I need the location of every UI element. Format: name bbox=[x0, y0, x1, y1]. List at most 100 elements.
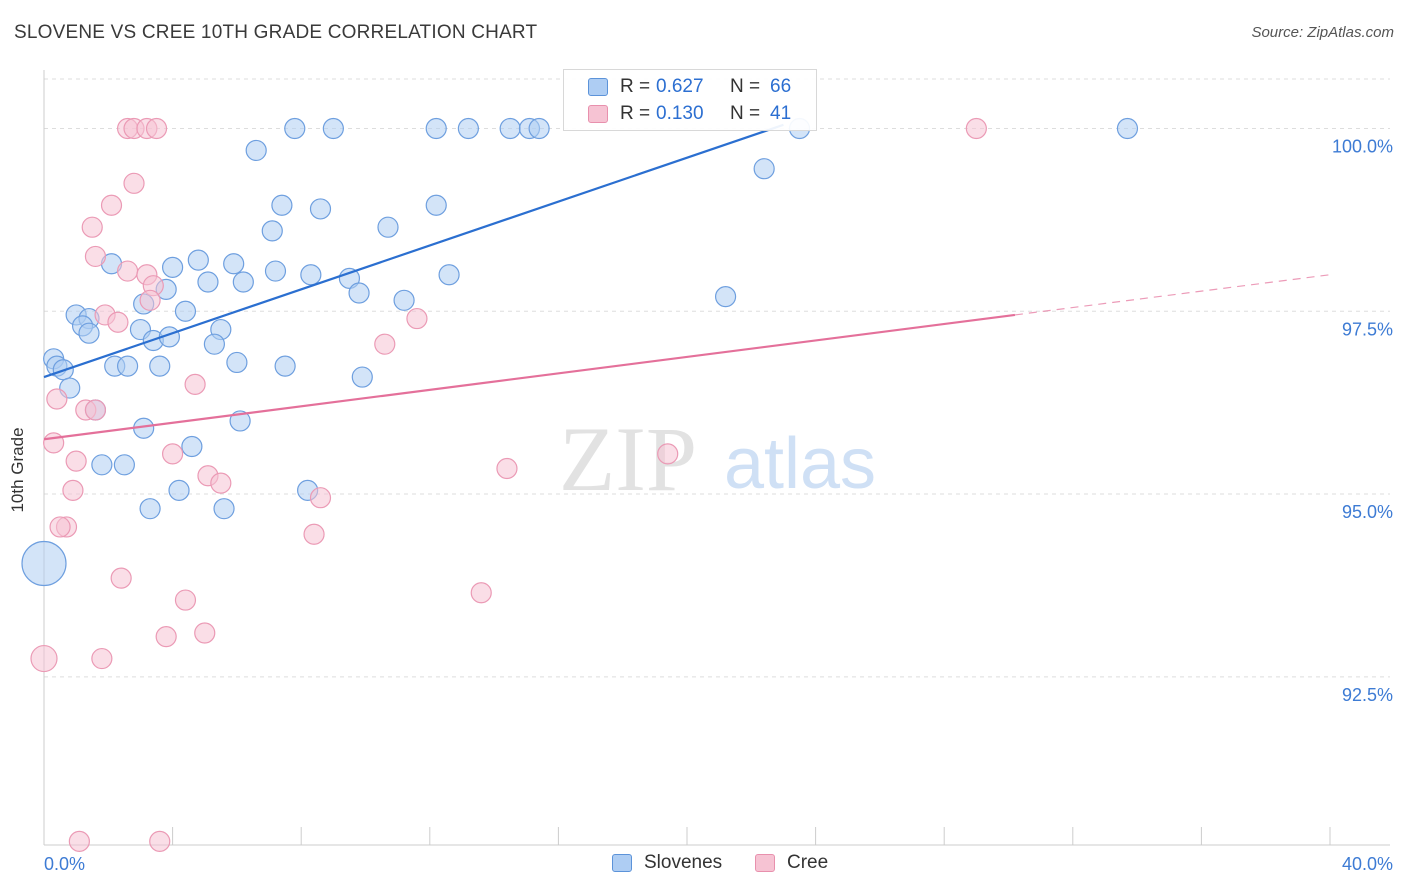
point-slovenes bbox=[261, 220, 283, 242]
legend-swatch-slovenes bbox=[612, 854, 632, 872]
legend-r-value: 0.627 bbox=[656, 76, 704, 97]
point-slovenes bbox=[232, 271, 254, 293]
point-slovenes bbox=[229, 410, 251, 432]
point-cree bbox=[145, 117, 168, 140]
point-slovenes bbox=[528, 117, 550, 140]
legend-n-value: 41 bbox=[770, 103, 792, 124]
point-slovenes bbox=[213, 498, 235, 520]
point-slovenes bbox=[377, 216, 399, 238]
point-cree bbox=[309, 487, 332, 509]
legend-item-cree[interactable]: Cree bbox=[755, 852, 828, 874]
point-slovenes bbox=[116, 355, 139, 377]
y-tick-label: 100.0% bbox=[1332, 136, 1393, 156]
trend-extension bbox=[1014, 274, 1331, 316]
legend-r-label: R = bbox=[620, 103, 651, 124]
point-cree bbox=[965, 117, 987, 140]
point-cree bbox=[62, 479, 84, 502]
chart-source: Source: ZipAtlas.com bbox=[1251, 24, 1394, 41]
point-cree bbox=[65, 450, 87, 472]
data-points bbox=[21, 117, 1139, 852]
legend-r-value: 0.130 bbox=[656, 103, 704, 124]
point-cree bbox=[149, 830, 171, 852]
point-cree bbox=[155, 626, 177, 648]
point-slovenes bbox=[438, 264, 460, 286]
point-slovenes bbox=[226, 351, 248, 374]
point-cree bbox=[49, 516, 71, 538]
legend-n-label: N = bbox=[730, 103, 761, 124]
legend-label-cree: Cree bbox=[787, 852, 829, 873]
point-cree bbox=[210, 472, 232, 494]
legend-swatch-pink bbox=[588, 105, 608, 123]
point-cree bbox=[68, 830, 90, 852]
point-cree bbox=[139, 289, 161, 311]
point-slovenes bbox=[753, 158, 775, 180]
point-cree bbox=[110, 567, 132, 589]
point-cree bbox=[81, 216, 103, 238]
point-cree bbox=[162, 443, 184, 465]
point-slovenes bbox=[300, 264, 322, 286]
point-slovenes bbox=[338, 267, 361, 289]
y-tick-label: 97.5% bbox=[1342, 319, 1393, 339]
point-cree bbox=[374, 333, 396, 355]
point-slovenes bbox=[393, 289, 415, 311]
legend-row-slovenes: R = 0.627 N = 66 bbox=[564, 74, 816, 100]
point-slovenes bbox=[91, 454, 113, 476]
point-cree bbox=[303, 523, 325, 545]
point-slovenes bbox=[149, 355, 171, 377]
watermark: ZIP atlas bbox=[559, 408, 876, 510]
tick-labels: 92.5% 95.0% 97.5% 100.0% 0.0% 40.0% bbox=[44, 136, 1393, 874]
point-slovenes bbox=[499, 117, 521, 140]
point-slovenes bbox=[78, 322, 100, 344]
y-tick-label: 95.0% bbox=[1342, 502, 1393, 522]
point-cree bbox=[194, 622, 216, 644]
trend-lines bbox=[43, 123, 1331, 441]
point-slovenes bbox=[187, 249, 209, 271]
point-slovenes bbox=[264, 260, 287, 282]
point-slovenes bbox=[274, 355, 296, 377]
point-cree bbox=[30, 644, 58, 673]
point-cree bbox=[184, 373, 206, 395]
legend-swatch-blue bbox=[588, 78, 608, 96]
trend-cree bbox=[43, 313, 1016, 441]
gridlines bbox=[44, 78, 1390, 678]
legend-n-value: 66 bbox=[770, 76, 792, 97]
legend-swatch-cree bbox=[755, 854, 775, 872]
point-slovenes bbox=[351, 366, 373, 388]
legend-item-slovenes[interactable]: Slovenes bbox=[612, 852, 722, 874]
point-slovenes bbox=[223, 253, 245, 275]
point-slovenes bbox=[457, 117, 479, 140]
point-slovenes bbox=[1116, 117, 1139, 140]
point-cree bbox=[107, 311, 129, 333]
point-slovenes bbox=[139, 498, 161, 520]
point-slovenes bbox=[714, 286, 737, 308]
point-slovenes bbox=[197, 271, 219, 293]
point-slovenes bbox=[309, 198, 332, 220]
point-slovenes bbox=[322, 117, 344, 140]
legend-row-cree: R = 0.130 N = 41 bbox=[564, 101, 816, 127]
point-slovenes bbox=[113, 454, 135, 476]
trend-slovenes bbox=[43, 123, 784, 379]
point-cree bbox=[496, 457, 518, 480]
legend-label-slovenes: Slovenes bbox=[644, 852, 723, 873]
point-cree bbox=[116, 260, 139, 282]
point-cree bbox=[46, 388, 68, 410]
point-slovenes bbox=[425, 194, 447, 216]
series-legend: Slovenes Cree bbox=[0, 852, 1406, 878]
watermark-atlas: atlas bbox=[724, 424, 876, 504]
point-slovenes bbox=[245, 139, 267, 162]
chart-title: SLOVENE VS CREE 10TH GRADE CORRELATION C… bbox=[14, 22, 538, 43]
point-cree bbox=[123, 172, 145, 194]
point-slovenes bbox=[425, 117, 447, 140]
point-slovenes bbox=[181, 435, 203, 458]
point-slovenes bbox=[174, 300, 197, 322]
point-cree bbox=[100, 194, 123, 216]
x-tick-label: 40.0% bbox=[1342, 854, 1393, 874]
point-cree bbox=[91, 647, 113, 670]
x-tick-label: 0.0% bbox=[44, 854, 85, 874]
axes bbox=[43, 70, 1390, 846]
point-slovenes bbox=[284, 117, 306, 140]
stats-legend: R = 0.627 N = 66 R = 0.130 N = 41 bbox=[563, 69, 817, 131]
point-cree bbox=[84, 399, 107, 421]
point-slovenes bbox=[21, 540, 67, 587]
